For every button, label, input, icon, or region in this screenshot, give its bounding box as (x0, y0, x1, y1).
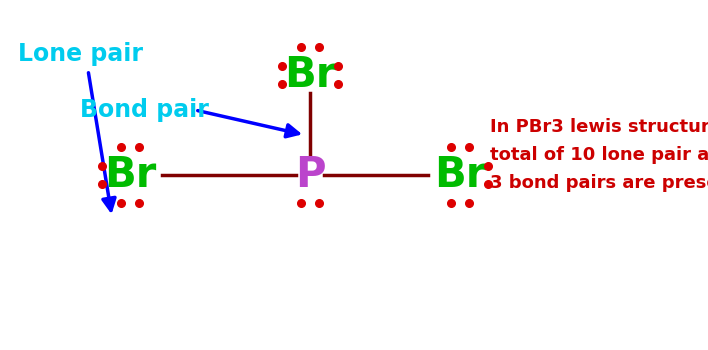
Text: Bond pair: Bond pair (80, 98, 209, 122)
Text: In PBr3 lewis structure,
total of 10 lone pair and
3 bond pairs are present.: In PBr3 lewis structure, total of 10 lon… (490, 118, 708, 192)
Text: P: P (295, 154, 325, 196)
Text: Lone pair: Lone pair (18, 42, 143, 66)
Text: Br: Br (104, 154, 156, 196)
Text: Br: Br (284, 54, 336, 96)
Text: Br: Br (434, 154, 486, 196)
